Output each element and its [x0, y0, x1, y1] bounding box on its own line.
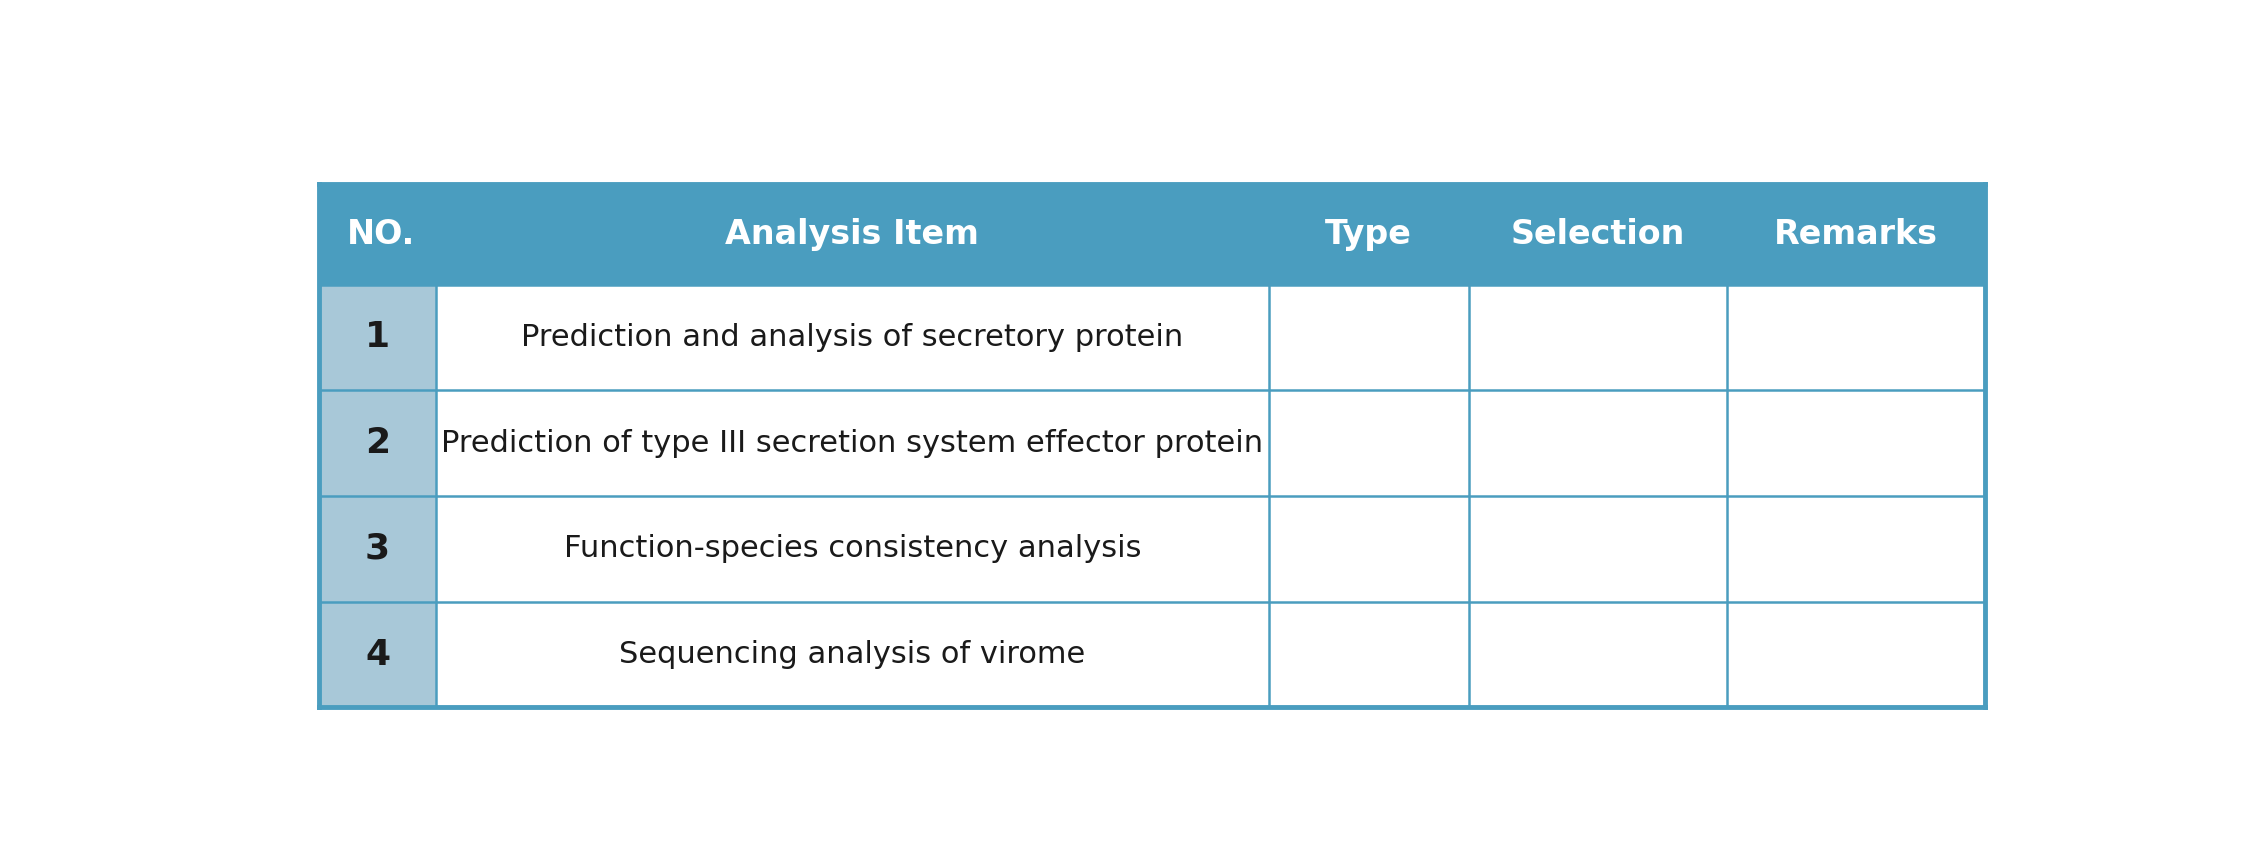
Text: 2: 2 — [364, 426, 391, 460]
Text: Remarks: Remarks — [1774, 218, 1938, 251]
Text: Function-species consistency analysis: Function-species consistency analysis — [564, 535, 1142, 564]
Text: Type: Type — [1324, 218, 1412, 251]
Bar — [319, 285, 436, 390]
Text: 3: 3 — [364, 532, 391, 566]
Text: Sequencing analysis of virome: Sequencing analysis of virome — [618, 640, 1086, 669]
Text: Selection: Selection — [1511, 218, 1684, 251]
Bar — [319, 390, 436, 496]
Text: Prediction and analysis of secretory protein: Prediction and analysis of secretory pro… — [522, 323, 1182, 352]
Bar — [319, 602, 436, 707]
Text: Analysis Item: Analysis Item — [726, 218, 980, 251]
Text: NO.: NO. — [346, 218, 416, 251]
Text: 4: 4 — [364, 638, 391, 672]
Text: Prediction of type III secretion system effector protein: Prediction of type III secretion system … — [441, 428, 1263, 457]
Text: 1: 1 — [364, 320, 391, 354]
Bar — [319, 496, 436, 602]
